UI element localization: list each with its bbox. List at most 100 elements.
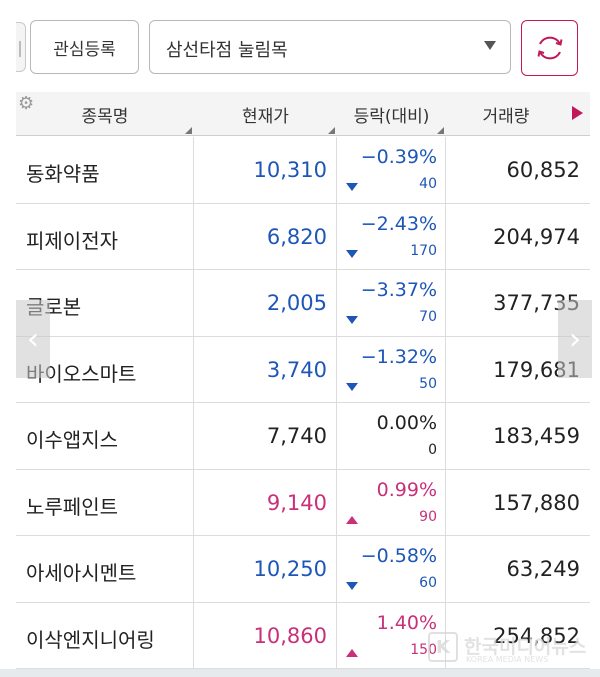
toolbar: 관심등록 삼선타점 눌림목 xyxy=(0,0,600,92)
price-cell: 3,740 xyxy=(194,336,337,402)
current-price: 10,310 xyxy=(253,158,327,182)
header-change[interactable]: 등락(대비) xyxy=(337,92,446,136)
chevron-down-icon xyxy=(484,41,496,50)
change-percent: −3.37% xyxy=(360,279,437,301)
add-watchlist-button[interactable]: 관심등록 xyxy=(30,20,139,74)
current-price: 6,820 xyxy=(266,224,327,249)
current-price: 3,740 xyxy=(266,357,327,382)
change-percent: 0.00% xyxy=(376,412,437,434)
change-amount: 40 xyxy=(419,176,437,192)
up-triangle-icon xyxy=(346,648,358,657)
header-name[interactable]: 종목명 xyxy=(16,92,194,136)
table-row[interactable]: 피제이전자 6,820 −2.43% 170 204,974 xyxy=(16,203,590,270)
table-header: ⚙ 종목명 현재가 등락(대비) 거래량 xyxy=(16,92,590,136)
change-percent: 0.99% xyxy=(376,478,437,501)
volume: 63,249 xyxy=(506,557,580,581)
stock-table: 동화약품 10,310 −0.39% 40 60,852 피제이전자 6,820 −2.43%… xyxy=(16,137,590,669)
change-amount: 0 xyxy=(428,442,437,458)
down-triangle-icon xyxy=(346,249,358,258)
name-cell: 이삭엔지니어링 xyxy=(16,602,194,668)
gear-icon[interactable]: ⚙ xyxy=(18,93,35,114)
change-amount: 50 xyxy=(419,375,437,392)
table-row[interactable]: 아세아시멘트 10,250 −0.58% 60 63,249 xyxy=(16,536,590,603)
down-triangle-icon xyxy=(346,316,358,324)
table-row[interactable]: 이수앱지스 7,740 0.00% 0 183,459 xyxy=(16,403,590,470)
stock-name: 이수앱지스 xyxy=(26,428,118,452)
price-cell: 10,310 xyxy=(194,137,337,203)
watermark: K 한국미디어뉴스 KOREA MEDIA NEWS xyxy=(428,630,596,668)
table-row[interactable]: 글로본 2,005 −3.37% 70 377,735 xyxy=(16,270,590,337)
volume: 204,974 xyxy=(493,224,580,249)
stock-name: 피제이전자 xyxy=(26,228,118,253)
price-cell: 10,860 xyxy=(194,602,337,668)
name-cell: 아세아시멘트 xyxy=(16,536,194,602)
volume-cell: 63,249 xyxy=(446,536,590,602)
change-cell: −2.43% 170 xyxy=(337,203,446,269)
header-volume[interactable]: 거래량 xyxy=(482,106,530,127)
change-cell: −0.39% 40 xyxy=(337,137,446,203)
watermark-logo-icon: K xyxy=(428,632,458,662)
price-cell: 6,820 xyxy=(194,203,337,269)
change-amount: 90 xyxy=(419,508,437,525)
table-row[interactable]: 바이오스마트 3,740 −1.32% 50 179,681 xyxy=(16,336,590,403)
down-triangle-icon xyxy=(346,382,358,391)
change-amount: 70 xyxy=(419,309,437,325)
volume-cell: 60,852 xyxy=(446,137,590,203)
table-row[interactable]: 동화약품 10,310 −0.39% 40 60,852 xyxy=(16,137,590,204)
volume: 183,459 xyxy=(493,424,580,448)
price-cell: 10,250 xyxy=(194,536,337,602)
watchlist-group-select[interactable]: 삼선타점 눌림목 xyxy=(149,20,511,74)
refresh-icon xyxy=(537,36,562,60)
change-amount: 60 xyxy=(419,575,437,591)
sort-corner-icon xyxy=(328,127,335,134)
name-cell: 이수앱지스 xyxy=(16,403,194,469)
current-price: 2,005 xyxy=(266,291,327,315)
change-cell: −3.37% 70 xyxy=(337,270,446,336)
name-cell: 동화약품 xyxy=(16,137,194,203)
next-page-arrow-icon[interactable]: › xyxy=(558,300,592,378)
table-row[interactable]: 이삭엔지니어링 10,860 1.40% 150 254,852 xyxy=(16,602,590,669)
down-triangle-icon xyxy=(346,183,358,191)
header-price[interactable]: 현재가 xyxy=(194,92,337,136)
change-amount: 150 xyxy=(410,641,437,658)
current-price: 9,140 xyxy=(266,490,327,515)
volume: 157,880 xyxy=(493,490,580,515)
name-cell: 노루페인트 xyxy=(16,469,194,535)
change-percent: −0.58% xyxy=(360,545,437,567)
change-amount: 170 xyxy=(410,242,437,259)
volume-cell: 204,974 xyxy=(446,204,590,270)
change-percent: −0.39% xyxy=(360,146,437,168)
volume-cell: 254,852 xyxy=(446,603,590,669)
drawer-handle[interactable] xyxy=(16,22,26,72)
sort-corner-icon xyxy=(437,127,444,134)
name-cell: 피제이전자 xyxy=(16,203,194,269)
stock-name: 노루페인트 xyxy=(26,494,118,519)
change-cell: 0.99% 90 xyxy=(337,469,446,535)
change-percent: −1.32% xyxy=(360,345,437,368)
change-cell: −1.32% 50 xyxy=(337,336,446,402)
prev-page-arrow-icon[interactable]: ‹ xyxy=(16,300,50,378)
stock-name: 아세아시멘트 xyxy=(26,561,137,585)
change-cell: 0.00% 0 xyxy=(337,403,446,469)
price-cell: 9,140 xyxy=(194,469,337,535)
group-select-value: 삼선타점 눌림목 xyxy=(166,40,288,61)
change-cell: 1.40% 150 xyxy=(337,602,446,668)
down-triangle-icon xyxy=(346,582,358,590)
current-price: 10,860 xyxy=(253,623,327,648)
refresh-button[interactable] xyxy=(521,20,578,76)
stock-name: 동화약품 xyxy=(26,162,100,186)
volume: 254,852 xyxy=(493,623,580,648)
bottom-strip xyxy=(0,669,600,677)
volume-cell: 157,880 xyxy=(446,470,590,536)
volume-cell: 183,459 xyxy=(446,403,590,469)
price-cell: 2,005 xyxy=(194,270,337,336)
table-row[interactable]: 노루페인트 9,140 0.99% 90 157,880 xyxy=(16,469,590,536)
change-percent: −2.43% xyxy=(360,212,437,235)
sort-corner-icon xyxy=(185,127,192,134)
up-triangle-icon xyxy=(346,515,358,524)
stock-name: 이삭엔지니어링 xyxy=(26,627,155,652)
next-columns-arrow-icon[interactable] xyxy=(572,106,583,120)
volume: 60,852 xyxy=(506,158,580,182)
price-cell: 7,740 xyxy=(194,403,337,469)
current-price: 10,250 xyxy=(253,557,327,581)
